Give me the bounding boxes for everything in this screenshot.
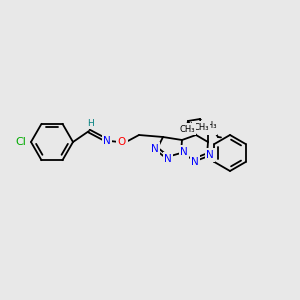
Text: N: N [191,157,199,167]
Text: N: N [164,154,172,164]
Text: N: N [206,150,214,160]
Text: N: N [103,136,111,146]
Text: N: N [208,123,216,133]
Text: H: H [87,118,93,127]
Text: CH₃: CH₃ [202,122,218,130]
Text: CH₃: CH₃ [179,124,195,134]
Text: O: O [118,137,126,147]
Text: Cl: Cl [15,137,26,147]
Text: N: N [151,144,159,154]
Text: CH₃: CH₃ [193,122,209,131]
Text: N: N [180,147,188,157]
